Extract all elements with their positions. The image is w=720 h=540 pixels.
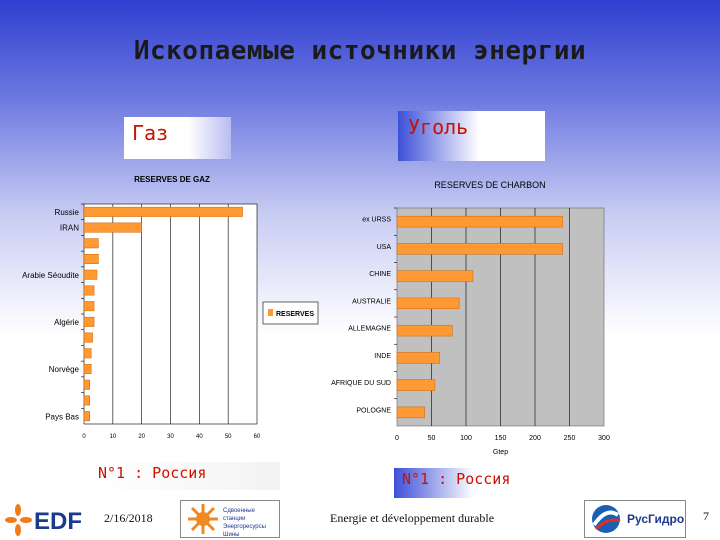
- category-label: ex URSS: [362, 217, 391, 224]
- bar: [396, 270, 474, 282]
- rushydro-logo: РусГидро: [584, 500, 686, 538]
- x-tick-label: 150: [495, 435, 507, 442]
- bar: [83, 254, 99, 264]
- x-tick-label: 0: [395, 435, 399, 442]
- coal-rank-label: N°1 : Россия: [394, 468, 594, 498]
- category-label: Pays Bas: [45, 412, 79, 421]
- x-tick-label: 200: [529, 435, 541, 442]
- chart-title: RESERVES DE CHARBON: [434, 180, 545, 190]
- bar: [83, 269, 98, 280]
- partner-logo: Сдвоенные станции Энергоресурсы Шины: [180, 500, 280, 538]
- bar: [396, 352, 441, 364]
- bar: [83, 238, 99, 249]
- rushydro-emblem-icon: [592, 505, 621, 533]
- bar: [396, 324, 453, 337]
- x-tick-label: 50: [428, 435, 436, 442]
- bar: [83, 301, 95, 312]
- bar: [83, 348, 92, 359]
- gas-label: Газ: [124, 117, 231, 159]
- category-label: Norvège: [49, 365, 80, 374]
- bar: [396, 297, 460, 310]
- x-tick-label: 20: [138, 434, 145, 440]
- edf-logo: EDF: [5, 504, 82, 536]
- category-label: CHINE: [369, 271, 391, 278]
- x-tick-label: 30: [167, 434, 174, 440]
- bar: [83, 222, 142, 233]
- category-label: ALLEMAGNE: [348, 326, 391, 333]
- bar: [83, 206, 243, 217]
- x-tick-label: 10: [109, 434, 116, 440]
- page-number: 7: [703, 509, 709, 523]
- gas-rank-label: N°1 : Россия: [90, 462, 280, 490]
- category-label: POLOGNE: [356, 407, 391, 414]
- bar: [83, 395, 91, 406]
- x-tick-label: 60: [254, 434, 261, 440]
- x-tick-label: 250: [564, 435, 576, 442]
- category-label: AFRIQUE DU SUD: [331, 380, 391, 387]
- bar: [83, 285, 95, 296]
- category-label: Russie: [55, 208, 80, 217]
- bar: [396, 406, 425, 419]
- sun-icon: [188, 504, 218, 534]
- category-label: INDE: [374, 353, 391, 360]
- bar: [83, 332, 93, 343]
- page-title: Ископаемые источники энергии: [133, 36, 587, 66]
- bar: [83, 364, 92, 374]
- x-tick-label: 100: [460, 435, 472, 442]
- category-label: AUSTRALIE: [352, 298, 391, 305]
- chart-title: RESERVES DE GAZ: [134, 175, 210, 184]
- rushydro-logo-text: РусГидро: [627, 512, 685, 526]
- category-label: Arabie Séoudite: [22, 271, 79, 280]
- footer-caption: Energie et développement durable: [330, 511, 495, 525]
- partner-logo-line: Сдвоенные станции: [223, 508, 255, 522]
- x-axis-label: Gtep: [493, 449, 508, 456]
- x-tick-label: 40: [196, 434, 203, 440]
- coal-reserves-chart: RESERVES DE CHARBON 0 50 100 150 200 250 300 Gte…: [331, 180, 610, 456]
- category-label: IRAN: [60, 224, 79, 233]
- x-tick-label: 300: [598, 435, 610, 442]
- bar: [83, 411, 91, 422]
- gas-reserves-chart: RESERVES DE GAZ 0 10 20 30 40 50 60 Russie IRAN Ar…: [22, 175, 319, 440]
- bar: [83, 316, 95, 327]
- legend-swatch: [268, 309, 273, 316]
- bar: [396, 215, 563, 228]
- bar: [396, 243, 563, 255]
- x-tick-label: 0: [82, 434, 86, 440]
- category-label: USA: [377, 244, 392, 251]
- category-label: Algérie: [54, 318, 79, 327]
- legend-box: [262, 301, 319, 325]
- bar: [396, 379, 436, 391]
- coal-label: Уголь: [398, 111, 545, 161]
- partner-logo-line: Энергоресурсы: [223, 524, 266, 530]
- partner-logo-line: Шины: [223, 532, 240, 538]
- legend-label: RESERVES: [276, 311, 314, 318]
- edf-logo-text: EDF: [34, 508, 82, 535]
- bar: [83, 379, 91, 390]
- x-tick-label: 50: [225, 434, 232, 440]
- footer-date: 2/16/2018: [104, 511, 153, 525]
